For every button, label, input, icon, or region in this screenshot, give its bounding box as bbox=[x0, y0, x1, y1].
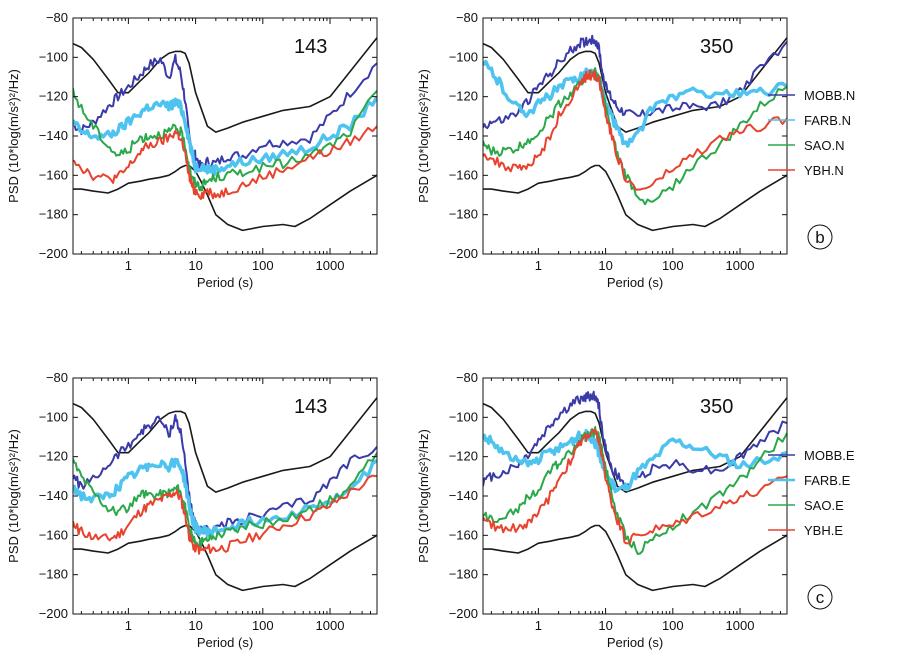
y-tick-label: −80 bbox=[46, 370, 68, 385]
series-line-mobb bbox=[73, 414, 377, 536]
legend-north: MOBB.N FARB.N SAO.N YBH.N bbox=[768, 88, 855, 178]
x-tick-label: 1000 bbox=[316, 258, 345, 273]
y-tick-label: −120 bbox=[39, 449, 68, 464]
legend-label: SAO.E bbox=[804, 498, 844, 513]
series-line-farb bbox=[483, 429, 787, 494]
x-axis-label: Period (s) bbox=[607, 635, 663, 650]
y-tick-label: −140 bbox=[39, 128, 68, 143]
high-noise-model-line bbox=[73, 397, 377, 493]
psd-panel-350-north: −200 −180 −160 −140 −120 −100 −80 1 10 100 1000 Per… bbox=[416, 10, 788, 290]
y-tick-label: −100 bbox=[449, 49, 478, 64]
y-axis-label: PSD (10*log(m/s²)²/Hz) bbox=[416, 429, 431, 563]
y-tick-label: −120 bbox=[449, 449, 478, 464]
x-tick-label: 1 bbox=[125, 618, 132, 633]
high-noise-model-line bbox=[483, 397, 787, 493]
y-tick-label: −160 bbox=[449, 527, 478, 542]
badge-letter: c bbox=[816, 588, 825, 607]
y-tick-label: −180 bbox=[449, 207, 478, 222]
legend-label: SAO.N bbox=[804, 138, 844, 153]
y-tick-label: −160 bbox=[449, 167, 478, 182]
y-tick-label: −100 bbox=[449, 409, 478, 424]
y-tick-label: −80 bbox=[46, 10, 68, 25]
legend-label: YBH.E bbox=[804, 523, 843, 538]
y-tick-label: −180 bbox=[39, 567, 68, 582]
x-axis-label: Period (s) bbox=[197, 635, 253, 650]
x-tick-label: 1 bbox=[535, 258, 542, 273]
legend-label: MOBB.N bbox=[804, 88, 855, 103]
x-tick-label: 1 bbox=[125, 258, 132, 273]
psd-panel-143-east: −200 −180 −160 −140 −120 −100 −80 1 10 100 1000 Per… bbox=[6, 370, 378, 650]
panel-annotation: 143 bbox=[294, 36, 327, 58]
y-tick-label: −100 bbox=[39, 49, 68, 64]
x-tick-label: 100 bbox=[662, 258, 684, 273]
y-tick-label: −160 bbox=[39, 527, 68, 542]
series-line-farb bbox=[73, 95, 377, 177]
y-tick-label: −160 bbox=[39, 167, 68, 182]
panel-annotation: 350 bbox=[700, 396, 733, 418]
y-tick-label: −140 bbox=[39, 488, 68, 503]
series-line-ybh bbox=[73, 474, 377, 555]
panel-annotation: 143 bbox=[294, 396, 327, 418]
y-tick-label: −80 bbox=[456, 370, 478, 385]
badge-circle bbox=[807, 584, 833, 610]
x-axis-label: Period (s) bbox=[607, 275, 663, 290]
panel-annotation: 350 bbox=[700, 36, 733, 58]
y-tick-label: −140 bbox=[449, 488, 478, 503]
badge-circle bbox=[807, 224, 833, 250]
legend-label: MOBB.E bbox=[804, 448, 855, 463]
y-tick-label: −180 bbox=[39, 207, 68, 222]
legend-label: FARB.N bbox=[804, 113, 851, 128]
x-tick-label: 10 bbox=[188, 618, 202, 633]
high-noise-model-line bbox=[73, 37, 377, 133]
legend-east: MOBB.E FARB.E SAO.E YBH.E bbox=[768, 448, 855, 538]
subfigure-badge-b: b bbox=[807, 224, 833, 250]
low-noise-model-line bbox=[483, 164, 787, 232]
legend-label: YBH.N bbox=[804, 163, 844, 178]
badge-letter: b bbox=[815, 228, 824, 247]
legend-label: FARB.E bbox=[804, 473, 851, 488]
y-tick-label: −120 bbox=[39, 89, 68, 104]
x-tick-label: 100 bbox=[662, 618, 684, 633]
psd-panel-143-north: −200 −180 −160 −140 −120 −100 −80 1 10 100 1000 Per… bbox=[6, 10, 378, 290]
psd-panel-350-east: −200 −180 −160 −140 −120 −100 −80 1 10 100 1000 Per… bbox=[416, 370, 788, 650]
y-tick-label: −140 bbox=[449, 128, 478, 143]
x-tick-label: 10 bbox=[598, 258, 612, 273]
x-tick-label: 1000 bbox=[726, 618, 755, 633]
y-tick-label: −200 bbox=[449, 246, 478, 261]
y-tick-label: −200 bbox=[449, 606, 478, 621]
y-tick-label: −200 bbox=[39, 606, 68, 621]
x-tick-label: 1000 bbox=[726, 258, 755, 273]
series-line-farb bbox=[73, 457, 377, 538]
y-tick-label: −200 bbox=[39, 246, 68, 261]
y-axis-label: PSD (10*log(m/s²)²/Hz) bbox=[6, 429, 21, 563]
y-tick-label: −180 bbox=[449, 567, 478, 582]
high-noise-model-line bbox=[483, 37, 787, 133]
series-line-ybh bbox=[483, 69, 787, 191]
x-tick-label: 1 bbox=[535, 618, 542, 633]
y-axis-label: PSD (10*log(m/s²)²/Hz) bbox=[416, 69, 431, 203]
series-line-sao bbox=[73, 88, 377, 192]
x-tick-label: 10 bbox=[188, 258, 202, 273]
low-noise-model-line bbox=[483, 524, 787, 592]
y-axis-label: PSD (10*log(m/s²)²/Hz) bbox=[6, 69, 21, 203]
series-line-mobb bbox=[483, 34, 787, 130]
y-tick-label: −120 bbox=[449, 89, 478, 104]
x-axis-label: Period (s) bbox=[197, 275, 253, 290]
series-line-ybh bbox=[483, 428, 787, 545]
plot-frame bbox=[72, 377, 378, 615]
y-tick-label: −100 bbox=[39, 409, 68, 424]
y-tick-label: −80 bbox=[456, 10, 478, 25]
x-tick-label: 100 bbox=[252, 258, 274, 273]
x-tick-label: 100 bbox=[252, 618, 274, 633]
series-line-ybh bbox=[73, 125, 377, 200]
x-tick-label: 1000 bbox=[316, 618, 345, 633]
x-tick-label: 10 bbox=[598, 618, 612, 633]
series-line-mobb bbox=[483, 390, 787, 490]
subfigure-badge-c: c bbox=[807, 584, 833, 610]
